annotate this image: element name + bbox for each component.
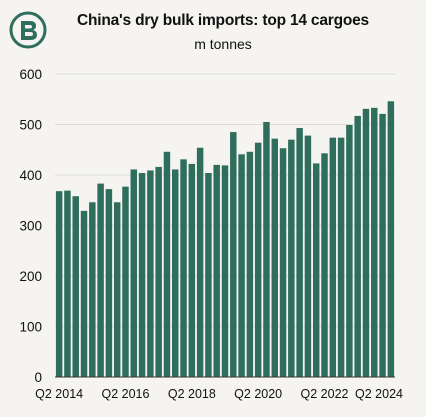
bar	[221, 165, 229, 377]
bar	[387, 101, 395, 378]
x-tick-label: Q2 2024	[355, 387, 403, 401]
bar	[138, 172, 146, 377]
bar	[304, 135, 312, 377]
x-tick-label: Q2 2016	[102, 387, 150, 401]
y-tick-label: 400	[19, 168, 42, 183]
bar	[296, 128, 303, 377]
bar	[346, 125, 353, 377]
bar	[263, 121, 270, 377]
y-tick-label: 0	[34, 370, 42, 385]
y-axis-ticks: 0 100 200 300 400 500 600	[19, 67, 42, 385]
bar	[321, 153, 328, 377]
bar	[354, 115, 361, 377]
bar	[238, 154, 245, 377]
bar	[130, 169, 138, 377]
bar	[312, 163, 320, 377]
chart-title: China's dry bulk imports: top 14 cargoes	[77, 12, 369, 29]
b-letter-icon	[21, 21, 37, 40]
bar	[72, 196, 79, 377]
bar	[180, 159, 187, 377]
bar	[271, 138, 278, 377]
bar	[279, 148, 287, 377]
bar	[205, 172, 212, 377]
y-tick-label: 300	[19, 219, 42, 234]
bar	[105, 189, 113, 377]
y-tick-label: 600	[19, 67, 42, 82]
bar	[97, 183, 104, 377]
bar	[329, 137, 337, 377]
x-tick-label: Q2 2022	[301, 387, 349, 401]
bar	[64, 190, 71, 377]
bar	[230, 132, 237, 377]
bar	[196, 147, 204, 377]
logo-icon	[9, 11, 47, 49]
bar	[163, 151, 171, 377]
bar	[122, 186, 129, 377]
bar	[147, 170, 154, 377]
x-tick-label: Q2 2018	[168, 387, 216, 401]
y-tick-label: 500	[19, 118, 42, 133]
bars	[55, 101, 395, 378]
bar	[155, 166, 162, 377]
bar	[371, 107, 378, 378]
bar	[213, 164, 220, 377]
bar	[337, 137, 345, 377]
bar	[362, 108, 370, 377]
x-tick-label: Q2 2020	[234, 387, 282, 401]
x-tick-label: Q2 2014	[35, 387, 83, 401]
bar	[254, 142, 262, 377]
y-tick-label: 200	[19, 269, 42, 284]
chart-subtitle: m tonnes	[194, 36, 252, 52]
bar	[113, 202, 121, 377]
bar	[172, 169, 179, 377]
y-tick-label: 100	[19, 320, 42, 335]
bar	[379, 113, 386, 378]
bar	[89, 202, 96, 377]
bar	[55, 191, 63, 377]
bar	[246, 151, 254, 377]
x-axis-ticks: Q2 2014 Q2 2016 Q2 2018 Q2 2020 Q2 2022 Q2 20…	[35, 387, 403, 401]
bar	[288, 139, 295, 377]
bar	[80, 210, 88, 377]
bar	[188, 163, 196, 377]
